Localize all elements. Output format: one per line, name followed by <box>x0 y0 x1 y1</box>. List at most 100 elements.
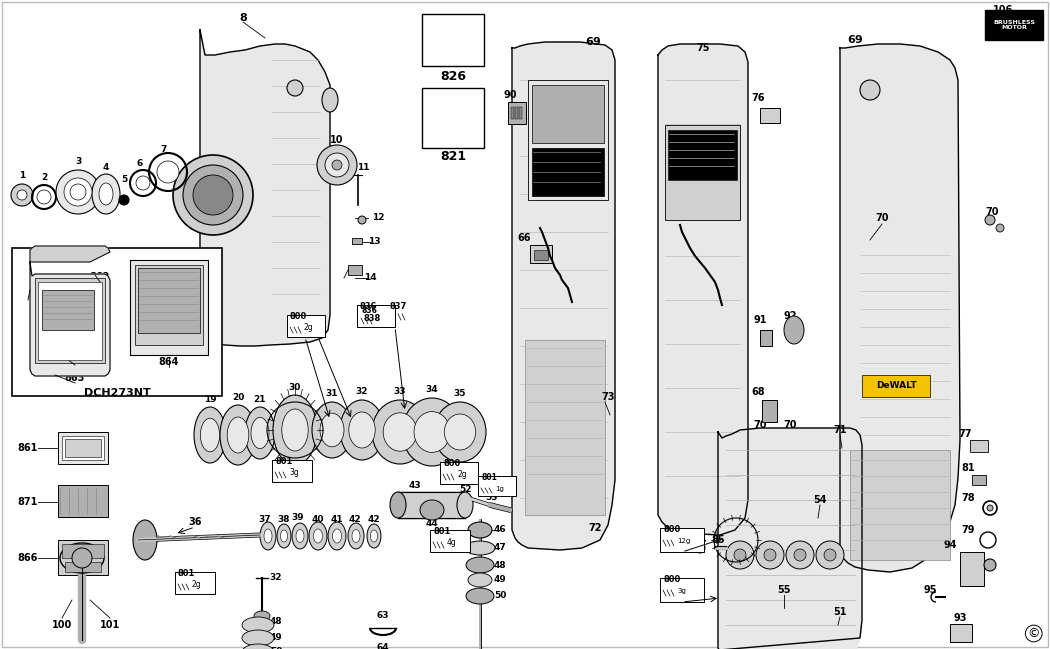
Text: 47: 47 <box>494 543 506 552</box>
Bar <box>862 375 930 397</box>
Text: 70: 70 <box>985 207 999 217</box>
Text: 42: 42 <box>368 515 380 524</box>
Bar <box>357 305 395 327</box>
Ellipse shape <box>434 402 486 462</box>
Ellipse shape <box>92 174 120 214</box>
Polygon shape <box>200 30 330 346</box>
Ellipse shape <box>254 611 270 621</box>
Text: 49: 49 <box>270 633 282 643</box>
Bar <box>950 624 972 642</box>
Ellipse shape <box>466 588 493 604</box>
Bar <box>272 460 312 482</box>
Circle shape <box>984 559 996 571</box>
Circle shape <box>816 541 844 569</box>
Text: 73: 73 <box>602 392 614 402</box>
Ellipse shape <box>444 414 476 450</box>
Circle shape <box>193 175 233 215</box>
Bar <box>528 80 608 200</box>
Text: 836: 836 <box>361 306 377 315</box>
Text: 43: 43 <box>408 480 421 489</box>
Text: 20: 20 <box>232 393 245 402</box>
Text: 4g: 4g <box>447 538 457 547</box>
Text: 37: 37 <box>258 515 271 524</box>
Text: 50: 50 <box>494 591 506 600</box>
Text: 32: 32 <box>356 387 369 397</box>
Text: 36: 36 <box>188 517 202 527</box>
Text: 800: 800 <box>663 575 680 584</box>
Circle shape <box>17 190 27 200</box>
Text: 39: 39 <box>292 513 304 522</box>
Text: 101: 101 <box>100 620 120 630</box>
Circle shape <box>72 548 92 568</box>
Ellipse shape <box>133 520 158 560</box>
Text: 51: 51 <box>834 607 846 617</box>
Ellipse shape <box>227 417 249 453</box>
Circle shape <box>695 543 705 553</box>
Ellipse shape <box>296 530 304 543</box>
Text: 801: 801 <box>433 527 450 536</box>
Ellipse shape <box>309 522 327 550</box>
Text: 41: 41 <box>331 515 343 524</box>
Ellipse shape <box>414 411 450 452</box>
Text: 871: 871 <box>18 497 38 507</box>
Text: 826: 826 <box>440 71 466 84</box>
Ellipse shape <box>468 573 492 587</box>
Bar <box>760 108 780 123</box>
Text: 48: 48 <box>494 561 506 570</box>
Ellipse shape <box>292 523 308 549</box>
Ellipse shape <box>390 492 406 518</box>
Text: 94: 94 <box>943 540 957 550</box>
Text: 837: 837 <box>390 302 407 311</box>
Circle shape <box>860 80 880 100</box>
Circle shape <box>317 145 357 185</box>
Text: 1g: 1g <box>495 486 504 492</box>
Text: 863: 863 <box>65 373 85 383</box>
Circle shape <box>326 153 349 177</box>
Text: 54: 54 <box>814 495 826 505</box>
Bar <box>130 260 208 355</box>
Bar <box>440 462 478 484</box>
Circle shape <box>987 505 993 511</box>
Bar <box>530 245 552 263</box>
Bar <box>760 330 772 346</box>
Text: 70: 70 <box>876 213 888 223</box>
Ellipse shape <box>245 407 275 459</box>
Text: 866: 866 <box>18 553 38 563</box>
Text: 14: 14 <box>363 273 376 282</box>
Text: 800: 800 <box>663 525 680 534</box>
Text: 3g: 3g <box>677 588 686 594</box>
Ellipse shape <box>312 402 352 458</box>
Text: 90: 90 <box>503 90 517 100</box>
Text: 93: 93 <box>953 613 967 623</box>
Text: 76: 76 <box>751 93 764 103</box>
Bar <box>175 572 215 594</box>
Ellipse shape <box>242 630 274 646</box>
Text: 38: 38 <box>278 515 290 524</box>
Text: 45: 45 <box>456 502 468 511</box>
Text: 3: 3 <box>75 158 81 167</box>
Text: 12g: 12g <box>677 538 690 544</box>
Bar <box>398 492 465 518</box>
Text: 53: 53 <box>486 493 499 502</box>
Bar <box>960 552 984 586</box>
Bar <box>12 248 222 396</box>
Text: 6: 6 <box>136 158 143 167</box>
Bar <box>422 88 484 148</box>
Text: 801: 801 <box>275 457 292 466</box>
Bar <box>348 265 362 275</box>
Text: 55: 55 <box>777 585 791 595</box>
Bar <box>58 540 108 575</box>
Polygon shape <box>30 246 110 262</box>
Bar <box>352 238 362 244</box>
Ellipse shape <box>349 412 375 448</box>
Text: 40: 40 <box>312 515 324 524</box>
Ellipse shape <box>372 400 428 464</box>
Text: 838: 838 <box>363 314 380 323</box>
Ellipse shape <box>784 316 804 344</box>
Circle shape <box>824 549 836 561</box>
Text: 106: 106 <box>993 5 1013 15</box>
Bar <box>38 282 102 360</box>
Bar <box>668 130 737 180</box>
Ellipse shape <box>465 541 495 555</box>
Ellipse shape <box>194 407 226 463</box>
